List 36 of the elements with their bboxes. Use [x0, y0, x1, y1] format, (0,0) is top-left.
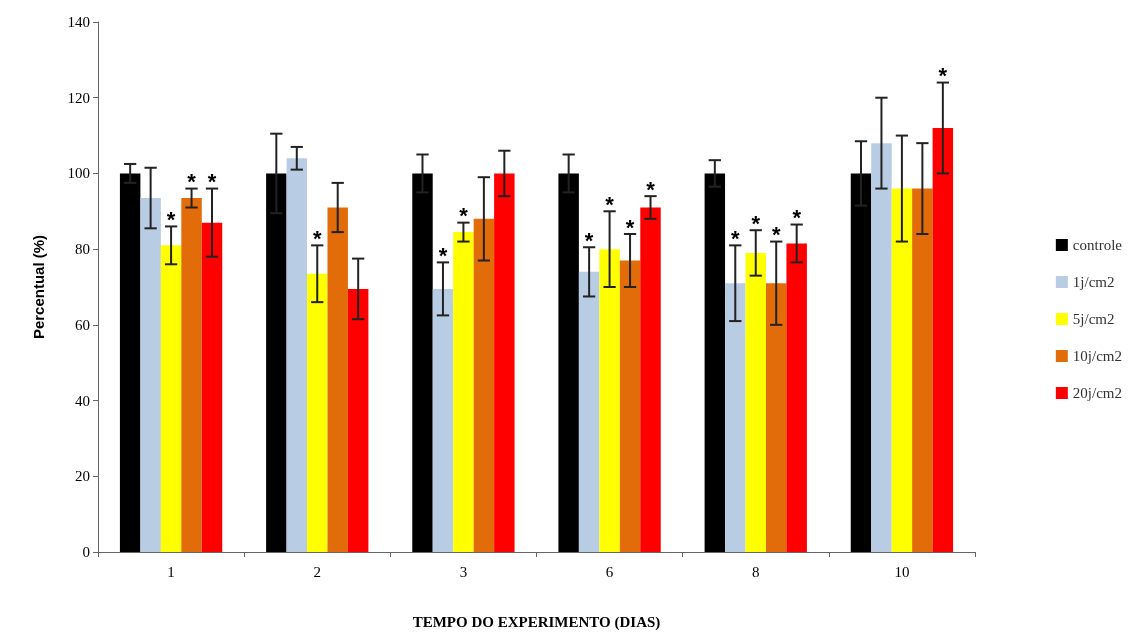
y-tick-label: 20 — [75, 468, 90, 485]
legend-label: 10j/cm2 — [1072, 348, 1123, 364]
x-tick-label: 2 — [313, 563, 321, 580]
y-tick-label: 140 — [67, 14, 90, 30]
data-label: * — [731, 225, 741, 251]
legend-label: 20j/cm2 — [1072, 385, 1123, 401]
y-axis-title: Percentual (%) — [30, 234, 47, 340]
y-tick-label: 80 — [75, 241, 90, 258]
data-label: * — [938, 63, 948, 89]
data-label: * — [207, 169, 217, 195]
x-tick-label: 6 — [605, 563, 614, 580]
x-tick-label: 1 — [167, 563, 175, 580]
y-tick-label: 60 — [75, 316, 90, 333]
x-tick-label: 10 — [894, 563, 910, 580]
legend-label: 1j/cm2 — [1072, 274, 1115, 290]
x-tick-label: 8 — [752, 563, 760, 580]
x-axis-title: TEMPO DO EXPERIMENTO (DIAS) — [412, 613, 661, 631]
y-tick-label: 100 — [67, 165, 90, 182]
data-label: * — [584, 227, 594, 253]
x-tick-label: 3 — [459, 563, 468, 580]
data-label: * — [792, 205, 802, 231]
data-label: * — [312, 225, 322, 251]
y-tick-label: 40 — [75, 392, 90, 409]
data-label: * — [646, 176, 656, 202]
data-label: * — [751, 210, 761, 236]
data-label: * — [605, 191, 615, 217]
data-label: * — [187, 169, 197, 195]
legend-label: 5j/cm2 — [1072, 311, 1115, 327]
y-tick-label: 120 — [67, 89, 90, 106]
data-label: * — [771, 222, 781, 248]
y-tick-label: 0 — [82, 544, 90, 560]
data-label: * — [625, 214, 635, 240]
data-label: * — [166, 206, 176, 232]
data-label: * — [459, 203, 469, 229]
legend-label: controle — [1072, 237, 1123, 253]
data-label: * — [438, 242, 448, 268]
